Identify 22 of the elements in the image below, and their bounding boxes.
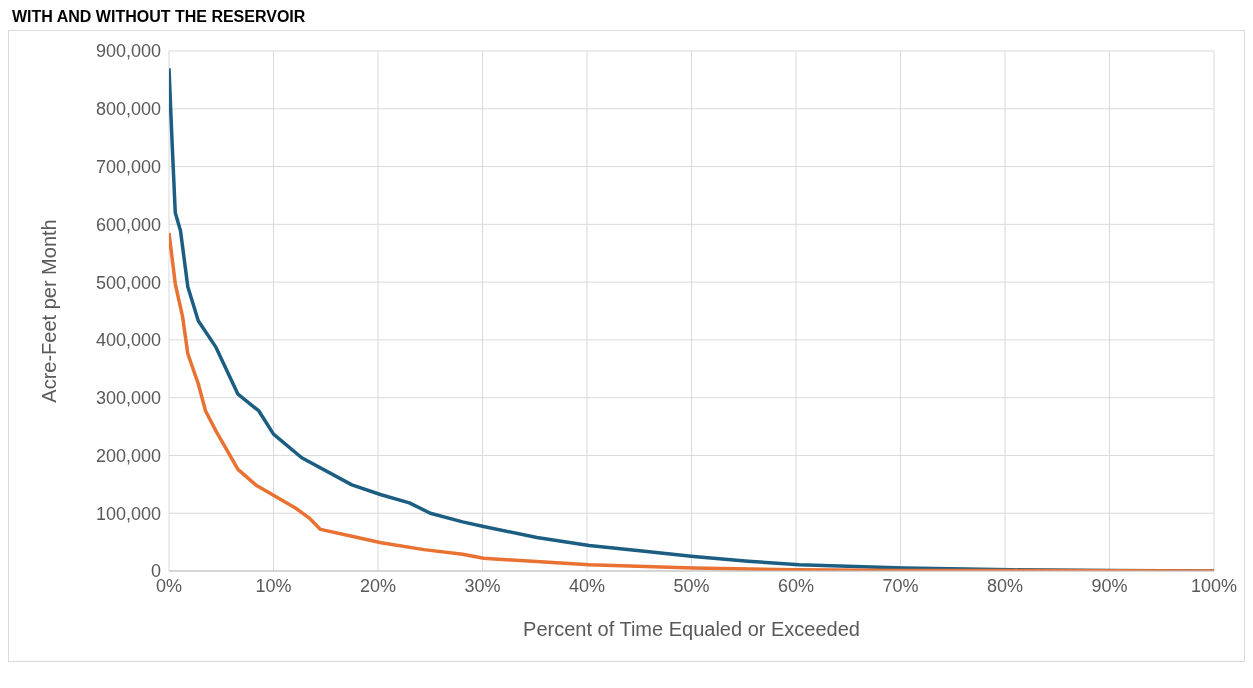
y-tick-label: 800,000 [95,99,161,120]
y-tick-label: 400,000 [95,330,161,351]
x-axis-title: Percent of Time Equaled or Exceeded [523,618,860,640]
y-tick-label: 100,000 [95,503,161,524]
x-tick-label: 100% [1190,575,1238,596]
y-tick-label: 700,000 [95,156,161,177]
y-axis-title: Acre-Feet per Month [38,219,61,403]
x-tick-label: 10% [255,575,292,596]
y-tick-label: 500,000 [95,272,161,293]
y-tick-label: 300,000 [95,388,161,409]
y-tick-label: 200,000 [95,445,161,466]
y-tick-label: 600,000 [95,214,161,235]
x-tick-label: 80% [986,575,1024,596]
y-tick-label: 900,000 [95,41,161,62]
x-tick-label: 60% [777,575,815,596]
x-tick-label: 20% [359,575,397,596]
x-tick-label: 90% [1091,575,1128,596]
chart-title: WITH AND WITHOUT THE RESERVOIR [11,8,307,27]
x-tick-label: 50% [673,575,710,596]
x-tick-label: 70% [882,575,919,596]
x-tick-label: 30% [464,575,501,596]
x-tick-label: 40% [568,575,606,596]
